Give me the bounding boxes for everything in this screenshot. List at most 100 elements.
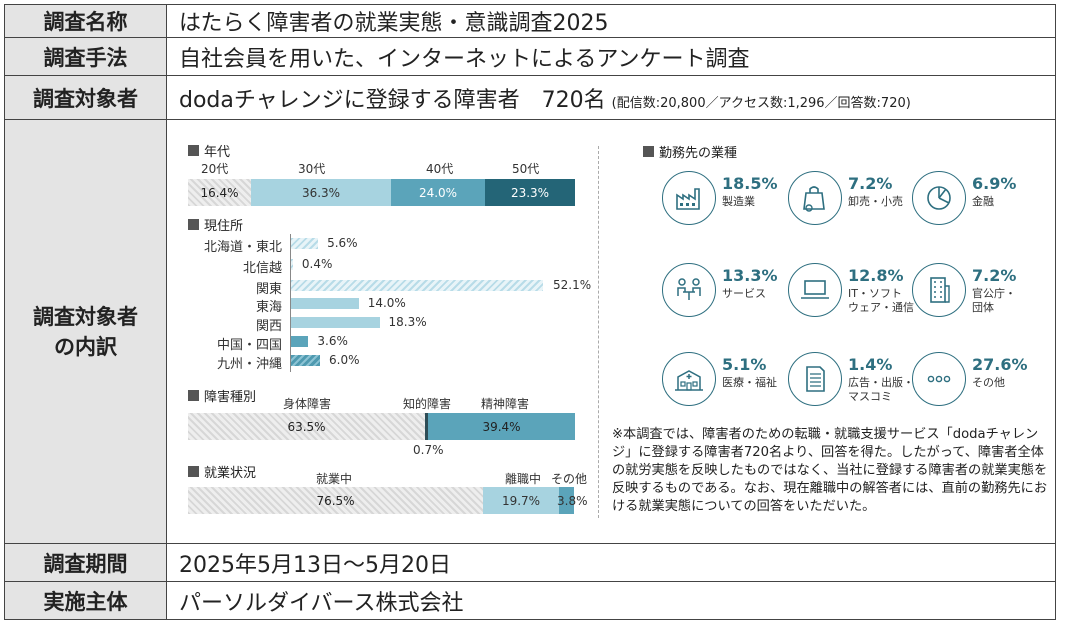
residence-title: 現住所 [188, 215, 243, 234]
label-period: 調査期間 [4, 543, 167, 582]
value-period: 2025年5月13日〜5月20日 [166, 543, 1056, 582]
label-breakdown: 調査対象者 の内訳 [4, 119, 167, 544]
residence-bar [291, 238, 319, 249]
breakdown-label-1: 調査対象者 [33, 304, 138, 329]
residence-label: 関西 [255, 319, 282, 334]
label-survey-name: 調査名称 [4, 4, 167, 38]
pie-chart-icon [912, 171, 966, 225]
residence-bar [291, 336, 309, 347]
age-label-30: 30代 [298, 162, 326, 176]
square-bullet-icon [188, 145, 199, 156]
shopping-bag-icon [788, 171, 842, 225]
value-organizer: パーソルダイバース株式会社 [166, 581, 1056, 620]
industry-name: その他 [972, 376, 1005, 389]
industry-name: 官公庁・ 団体 [972, 287, 1016, 314]
age-title: 年代 [188, 141, 230, 160]
target-text: dodaチャレンジに登録する障害者 720名 [179, 87, 606, 113]
industry-pct: 7.2% [848, 174, 893, 193]
square-bullet-icon [188, 390, 199, 401]
industry-title: 勤務先の業種 [643, 142, 737, 161]
residence-label: 東海 [255, 300, 282, 315]
residence-label: 北海道・東北 [203, 240, 282, 255]
row-period: 調査期間 2025年5月13日〜5月20日 [4, 543, 1056, 582]
residence-value: 5.6% [327, 236, 358, 250]
residence-value: 14.0% [367, 296, 406, 310]
row-target: 調査対象者 dodaチャレンジに登録する障害者 720名 (配信数:20,800／… [4, 75, 1056, 120]
residence-label: 関東 [255, 282, 282, 297]
label-target: 調査対象者 [4, 75, 167, 120]
disability-label-intellectual: 知的障害 [403, 397, 452, 411]
residence-bar [291, 298, 359, 309]
laptop-icon [788, 263, 842, 317]
breakdown-label-2: の内訳 [54, 334, 117, 359]
employment-title: 就業状況 [188, 462, 256, 481]
building-icon [912, 263, 966, 317]
survey-note: ※本調査では、障害者のための転職・就職支援サービス「dodaチャレンジ」に登録す… [612, 427, 1048, 514]
industry-name: 金融 [972, 195, 994, 208]
industry-pct: 1.4% [848, 355, 893, 374]
industry-pct: 5.1% [722, 355, 767, 374]
industry-pct: 18.5% [722, 174, 778, 193]
target-note: (配信数:20,800／アクセス数:1,296／回答数:720) [611, 95, 911, 111]
employment-bar-unemployed: 19.7% [483, 487, 559, 514]
row-method: 調査手法 自社会員を用いた、インターネットによるアンケート調査 [4, 37, 1056, 76]
industry-name: サービス [722, 287, 766, 300]
value-survey-name: はたらく障害者の就業実態・意識調査2025 [166, 4, 1056, 38]
label-organizer: 実施主体 [4, 581, 167, 620]
age-label-50: 50代 [512, 162, 540, 176]
disability-value-intellectual: 0.7% [413, 443, 444, 457]
hospital-icon [662, 352, 716, 406]
industry-pct: 12.8% [848, 266, 904, 285]
residence-value: 0.4% [301, 257, 333, 271]
residence-axis [290, 234, 291, 372]
label-method: 調査手法 [4, 37, 167, 76]
industry-name: 医療・福祉 [722, 376, 777, 389]
residence-label: 北信越 [242, 261, 282, 276]
employment-value-other: 3.8% [557, 494, 588, 508]
industry-pct: 6.9% [972, 174, 1017, 193]
disability-label-mental: 精神障害 [481, 397, 530, 411]
value-method: 自社会員を用いた、インターネットによるアンケート調査 [166, 37, 1056, 76]
people-table-icon [662, 263, 716, 317]
residence-value: 6.0% [329, 353, 360, 367]
square-bullet-icon [643, 146, 654, 157]
industry-name: 広告・出版・ マスコミ [848, 376, 914, 403]
residence-bar [291, 280, 543, 291]
document-icon [788, 352, 842, 406]
disability-bar-intellectual [425, 413, 428, 440]
disability-label-physical: 身体障害 [283, 397, 332, 411]
square-bullet-icon [188, 466, 199, 477]
age-bar-30: 36.3% [251, 179, 391, 206]
residence-bar [291, 259, 293, 270]
industry-pct: 7.2% [972, 266, 1017, 285]
row-survey-name: 調査名称 はたらく障害者の就業実態・意識調査2025 [4, 4, 1056, 38]
employment-label-unemployed: 離職中 [505, 472, 542, 486]
residence-label: 中国・四国 [216, 338, 282, 353]
disability-title: 障害種別 [188, 386, 256, 405]
industry-name: IT・ソフト ウェア・通信 [848, 287, 914, 314]
industry-name: 製造業 [722, 195, 755, 208]
employment-bar-employed: 76.5% [188, 487, 483, 514]
row-organizer: 実施主体 パーソルダイバース株式会社 [4, 581, 1056, 620]
employment-bar-other [559, 487, 574, 514]
age-bar-20: 16.4% [188, 179, 251, 206]
residence-bar [291, 317, 380, 328]
disability-bar-physical: 63.5% [188, 413, 425, 440]
panel-divider [598, 146, 599, 518]
age-bar-40: 24.0% [391, 179, 485, 206]
age-label-20: 20代 [201, 162, 229, 176]
employment-label-other: その他 [551, 472, 588, 486]
square-bullet-icon [188, 219, 199, 230]
dots-icon [912, 352, 966, 406]
industry-name: 卸売・小売 [848, 195, 903, 208]
age-bar-50: 23.3% [485, 179, 575, 206]
survey-overview-table: 調査名称 はたらく障害者の就業実態・意識調査2025 調査手法 自社会員を用いた… [4, 4, 1056, 620]
industry-pct: 27.6% [972, 355, 1028, 374]
industry-pct: 13.3% [722, 266, 778, 285]
value-target: dodaチャレンジに登録する障害者 720名 (配信数:20,800／アクセス数:… [166, 75, 1056, 120]
residence-value: 52.1% [553, 278, 592, 292]
residence-bar [291, 355, 321, 366]
employment-label-employed: 就業中 [316, 472, 353, 486]
age-label-40: 40代 [426, 162, 454, 176]
factory-icon [662, 171, 716, 225]
